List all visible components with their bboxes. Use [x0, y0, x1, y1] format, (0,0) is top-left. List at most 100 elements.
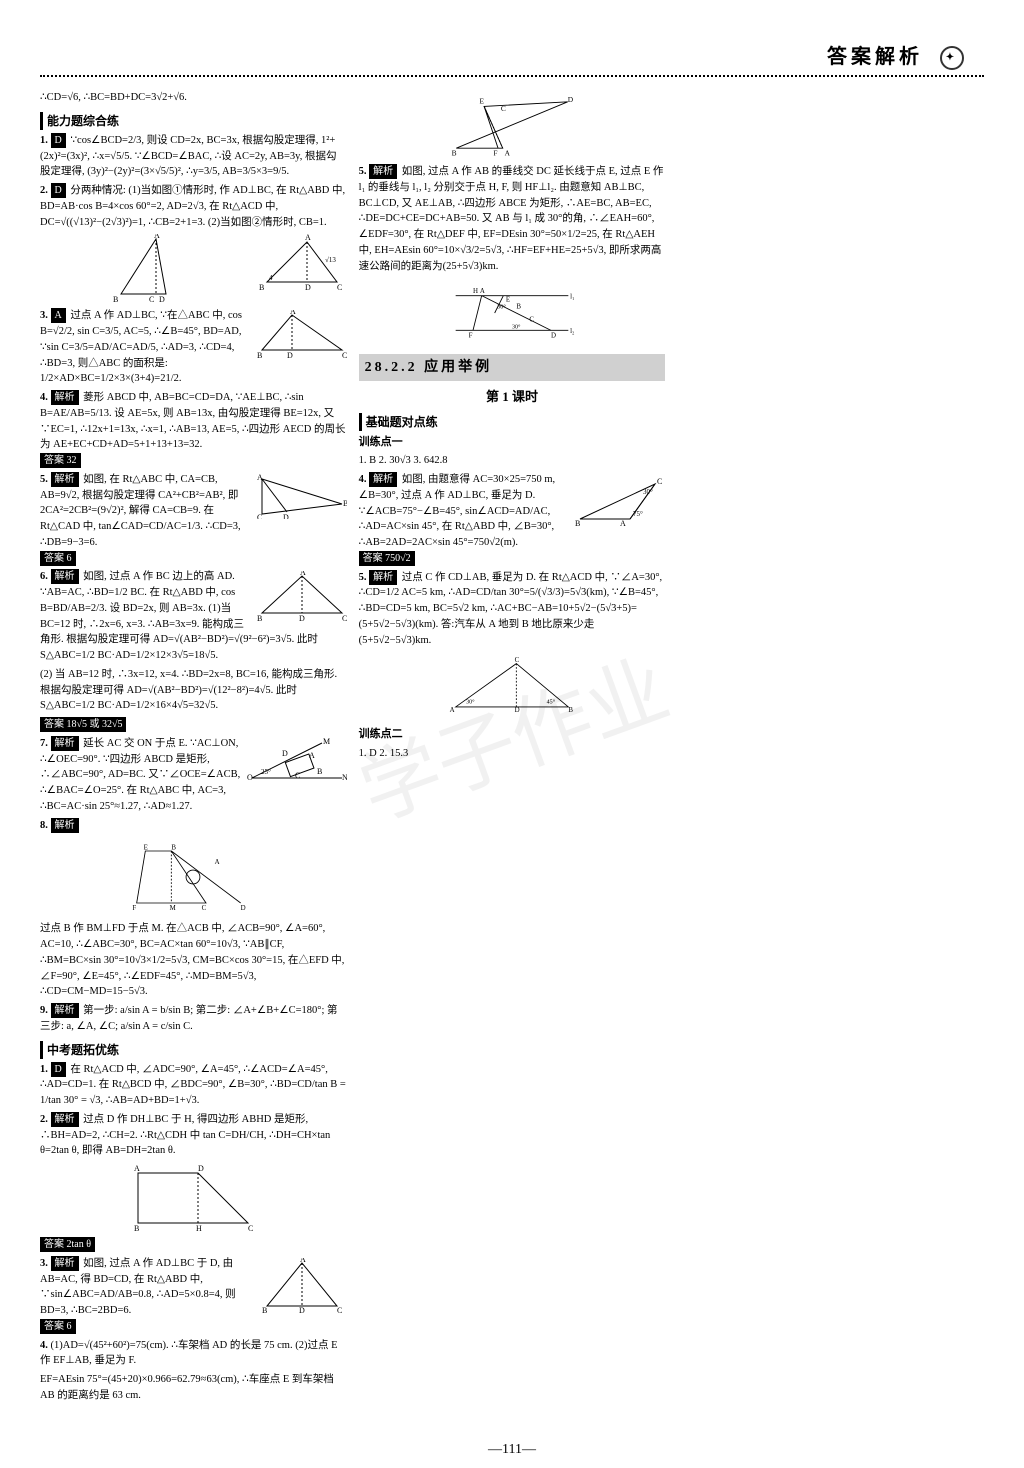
svg-text:B: B	[568, 707, 573, 714]
svg-text:D: D	[283, 513, 289, 519]
svg-text:B: B	[452, 149, 457, 158]
svg-text:D: D	[241, 905, 246, 912]
svg-text:4: 4	[269, 274, 273, 282]
svg-text:B: B	[257, 351, 262, 360]
q-num: 6.	[40, 571, 48, 582]
q-num: 4.	[40, 1340, 48, 1351]
intro-line: ∴CD=√6, ∴BC=BD+DC=3√2+√6.	[40, 90, 347, 106]
svg-text:D: D	[568, 95, 574, 104]
svg-text:30°: 30°	[497, 304, 506, 311]
q-num: 5.	[359, 166, 367, 177]
svg-text:B: B	[575, 519, 580, 528]
svg-text:C: C	[515, 657, 520, 664]
svg-text:A: A	[290, 310, 296, 316]
svg-text:D: D	[299, 1306, 305, 1313]
svg-text:30°: 30°	[643, 488, 653, 496]
basic-section-title: 基础题对点练	[359, 413, 666, 431]
zk2: 2. 解析 过点 D 作 DH⊥BC 于 H, 得四边形 ABHD 是矩形, ∴…	[40, 1112, 347, 1253]
svg-text:D: D	[299, 614, 305, 621]
page-number: —111—	[0, 1442, 1024, 1458]
q-num: 7.	[40, 738, 48, 749]
c3q5-body: 如图, 过点 A 作 AB 的垂线交 DC 延长线于点 E, 过点 E 作 l₁…	[359, 166, 664, 272]
q1-body: ∵cos∠BCD=2/3, 则设 CD=2x, BC=3x, 根据勾股定理得, …	[40, 135, 336, 178]
q8-diagram: EBA FMCD	[128, 837, 258, 917]
q-num: 2.	[40, 1114, 48, 1125]
zk4-diagram: B FA E C D	[447, 90, 577, 160]
svg-text:A: A	[620, 519, 626, 528]
zk4-body: (1)AD=√(45²+60²)=75(cm). ∴车架档 AD 的长是 75 …	[40, 1340, 338, 1367]
svg-text:l₁: l₁	[570, 294, 574, 301]
header-seal-icon: ✦	[940, 46, 964, 70]
train-point-1: 训练点一	[359, 434, 666, 451]
q2-diagram-2: BCD A②	[111, 234, 181, 304]
svg-text:C: C	[337, 283, 342, 292]
svg-text:B: B	[516, 304, 521, 311]
zk1-answer: D	[51, 1062, 66, 1077]
q-num: 2.	[40, 185, 48, 196]
header-title: 答案解析	[827, 46, 923, 68]
q5-answer: 答案 6	[40, 551, 76, 566]
zk3-diagram: ABDC	[257, 1258, 347, 1313]
svg-text:C: C	[657, 477, 662, 486]
svg-text:A: A	[309, 751, 315, 760]
svg-text:B: B	[113, 295, 118, 304]
svg-text:45°: 45°	[547, 699, 556, 706]
svg-text:C: C	[342, 351, 347, 360]
svg-text:C: C	[149, 295, 154, 304]
q8-label: 解析	[51, 818, 79, 833]
q5: 5. 解析 ABCD 如图, 在 Rt△ABC 中, CA=CB, AB=9√2…	[40, 472, 347, 567]
svg-text:E: E	[479, 97, 484, 106]
c3-q4: 4. 解析 BA C30°75° 如图, 由题意得 AC=30×25=750 m…	[359, 472, 666, 567]
c3q4-label: 解析	[369, 472, 397, 487]
zk1: 1. D 在 Rt△ACD 中, ∠ADC=90°, ∠A=45°, ∴∠ACD…	[40, 1062, 347, 1109]
q1: 1. D ∵cos∠BCD=2/3, 则设 CD=2x, BC=3x, 根据勾股…	[40, 133, 347, 180]
zk4-cont: EF=AEsin 75°=(45+20)×0.966=62.79≈63(cm),…	[40, 1372, 347, 1404]
q3: 3. A BDCA 过点 A 作 AD⊥BC, ∵在△ABC 中, cos B=…	[40, 308, 347, 387]
svg-text:F: F	[493, 149, 497, 158]
svg-text:A: A	[505, 149, 511, 158]
c3-q5: 5. 解析 如图, 过点 A 作 AB 的垂线交 DC 延长线于点 E, 过点 …	[359, 164, 666, 348]
q-num: 4.	[40, 392, 48, 403]
zk3-answer: 答案 6	[40, 1319, 76, 1334]
q5-label: 解析	[51, 472, 79, 487]
zk3: 3. 解析 ABDC 如图, 过点 A 作 AD⊥BC 于 D, 由 AB=AC…	[40, 1256, 347, 1335]
svg-text:N: N	[342, 773, 347, 782]
svg-text:F: F	[133, 905, 137, 912]
q3-diagram: BDCA	[257, 310, 347, 360]
svg-text:E: E	[506, 297, 510, 304]
c3q5-label: 解析	[369, 164, 397, 179]
svg-text:B: B	[134, 1224, 139, 1233]
q8: 8. 解析 EBA FMCD 过点 B 作 BM⊥FD 于点 M. 在△ACB …	[40, 818, 347, 1001]
svg-text:M: M	[323, 738, 330, 746]
q2-body: 分两种情况: (1)当如图①情形时, 作 AD⊥BC, 在 Rt△ABD 中, …	[40, 185, 345, 228]
lesson-heading: 第 1 课时	[359, 387, 666, 407]
q2-diagram: BDC A4√13 ①	[257, 232, 347, 292]
q2-answer: D	[51, 183, 66, 198]
svg-text:A: A	[215, 859, 220, 866]
q-num: 5.	[359, 572, 367, 583]
svg-text:A: A	[257, 474, 263, 482]
zk3-label: 解析	[51, 1256, 79, 1271]
svg-text:A: A	[134, 1164, 140, 1173]
svg-text:30°: 30°	[466, 699, 475, 706]
svg-text:l₂: l₂	[570, 328, 575, 335]
svg-text:B: B	[262, 1306, 267, 1313]
q-num: 5.	[40, 474, 48, 485]
svg-text:D: D	[198, 1164, 204, 1173]
svg-text:A: A	[305, 233, 311, 242]
q5-diagram: ABCD	[257, 474, 347, 519]
svg-text:C: C	[501, 104, 506, 113]
c3-q5b: 5. 解析 过点 C 作 CD⊥AB, 垂足为 D. 在 Rt△ACD 中, ∵…	[359, 570, 666, 723]
q4-body: 菱形 ABCD 中, AB=BC=CD=DA, ∵AE⊥BC, ∴sin B=A…	[40, 392, 346, 450]
q-num: 4.	[359, 474, 367, 485]
zk2-label: 解析	[51, 1112, 79, 1127]
q6-answer: 答案 18√5 或 32√5	[40, 717, 126, 732]
c3q5b-body: 过点 C 作 CD⊥AB, 垂足为 D. 在 Rt△ACD 中, ∵∠A=30°…	[359, 572, 663, 646]
svg-text:A: A	[300, 1258, 306, 1264]
train1-items: 1. B 2. 30√3 3. 642.8	[359, 453, 666, 469]
svg-text:H: H	[473, 288, 478, 295]
q9-body: 第一步: a/sin A = b/sin B; 第二步: ∠A+∠B+∠C=18…	[40, 1005, 338, 1032]
q-num: 1.	[40, 135, 48, 146]
header-divider	[40, 75, 984, 77]
q3-body: 过点 A 作 AD⊥BC, ∵在△ABC 中, cos B=√2/2, sin …	[40, 310, 242, 384]
